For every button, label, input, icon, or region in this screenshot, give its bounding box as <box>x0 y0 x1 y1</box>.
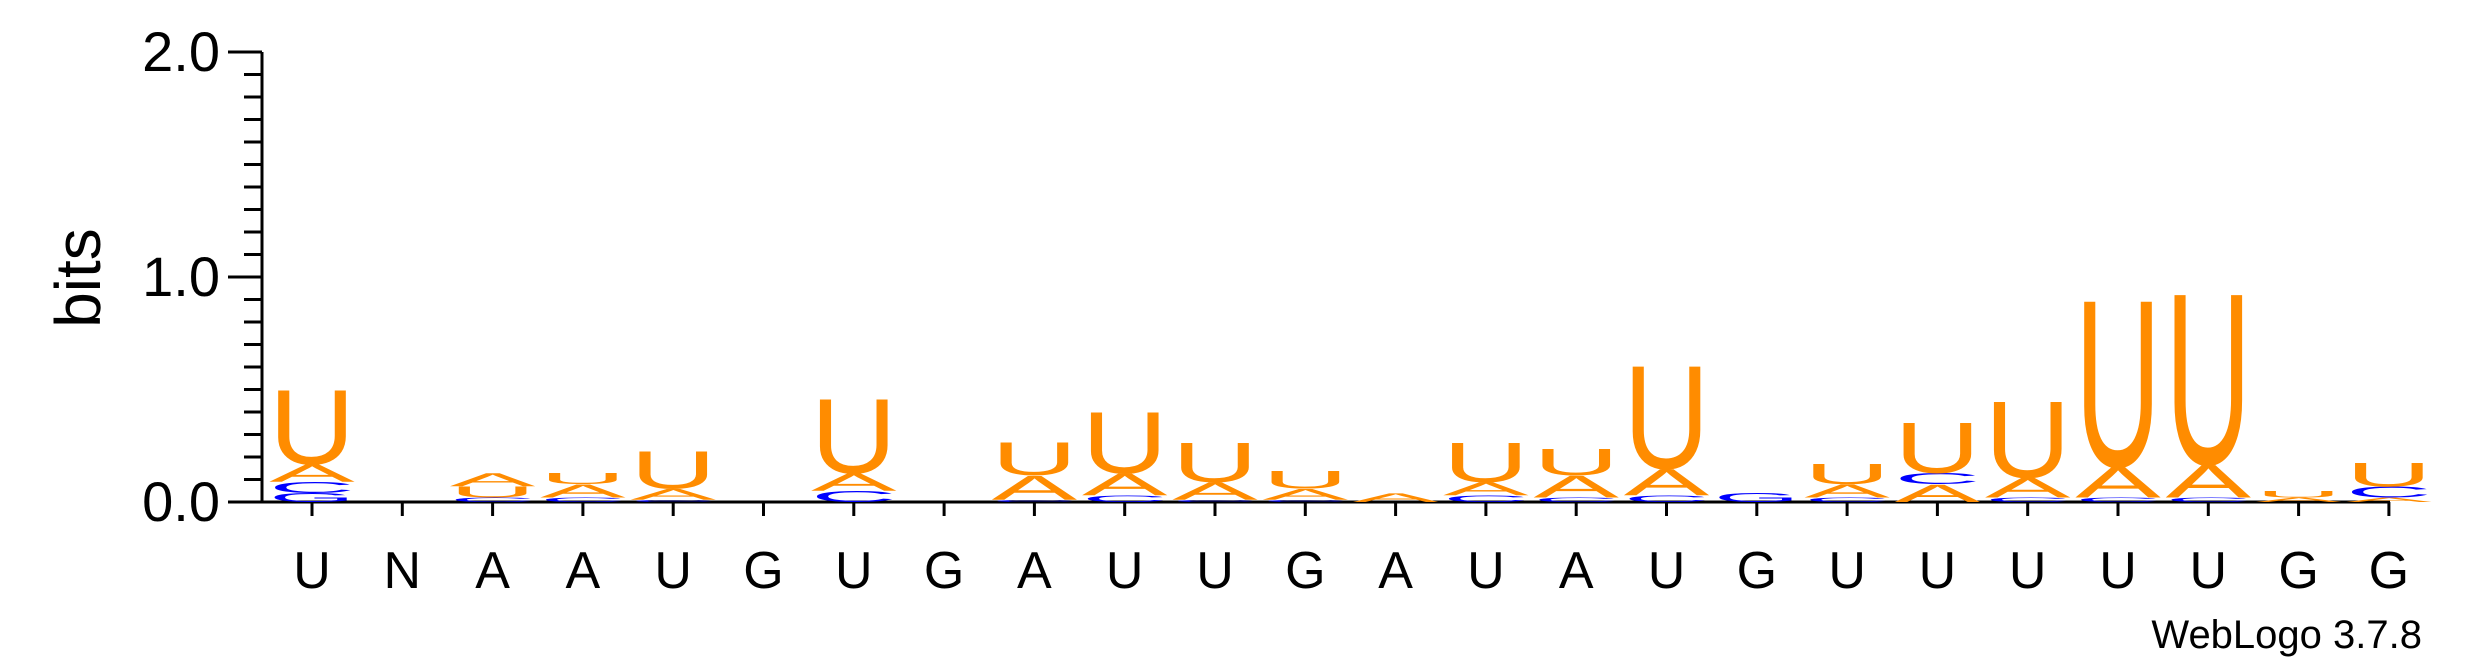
x-tick-label: U <box>1467 542 1505 600</box>
y-axis-label: bits <box>42 228 114 328</box>
logo-letter-G: G <box>269 491 355 505</box>
logo-letter-A: A <box>1172 477 1258 505</box>
logo-letter-C: C <box>991 499 1077 503</box>
x-tick-label: U <box>1196 542 1234 600</box>
weblogo-credit: WebLogo 3.7.8 <box>2151 613 2422 657</box>
logo-letter-U: U <box>1804 459 1890 490</box>
logo-letter-U: U <box>2256 489 2342 499</box>
logo-letter-U: U <box>1985 378 2071 501</box>
logo-letter-A: A <box>540 481 626 502</box>
logo-letter-C: C <box>630 499 716 503</box>
logo-letter-U: U <box>450 483 536 501</box>
logo-letter-A: A <box>1533 469 1620 504</box>
x-tick-label: G <box>2369 542 2409 600</box>
logo-letter-C: C <box>1804 496 1890 503</box>
logo-letter-U: U <box>1624 336 1710 500</box>
logo-letter-A: A <box>630 486 716 504</box>
logo-letter-U: U <box>2075 250 2161 517</box>
logo-letter-U: U <box>1172 431 1258 494</box>
y-tick-label: 0.0 <box>142 470 220 533</box>
logo-letter-C: C <box>1082 494 1168 504</box>
logo-letter-A: A <box>2075 458 2161 507</box>
logo-letter-C: C <box>450 496 536 503</box>
logo-letter-A: A <box>2256 496 2342 503</box>
logo-letter-A: A <box>2165 455 2251 508</box>
logo-letter-A: A <box>1353 491 1439 505</box>
logo-letter-A: A <box>2346 496 2432 503</box>
x-tick-label: U <box>654 542 692 600</box>
logo-letter-A: A <box>1895 479 1981 507</box>
logo-letter-U: U <box>630 440 716 500</box>
logo-letter-C: C <box>1624 494 1710 504</box>
x-tick-label: G <box>924 542 964 600</box>
x-tick-label: A <box>1559 542 1594 600</box>
logo-letter-U: U <box>1443 431 1529 494</box>
logo-letter-U: U <box>540 470 626 488</box>
logo-letter-C: C <box>1262 499 1348 503</box>
x-tick-label: G <box>2278 542 2318 600</box>
logo-letter-U: U <box>2165 242 2251 515</box>
logo-letter-U: U <box>2346 455 2432 494</box>
logo-letter-C: C <box>1172 499 1258 503</box>
x-tick-label: U <box>1106 542 1144 600</box>
x-tick-label: A <box>1378 542 1413 600</box>
logo-letter-C: C <box>811 488 897 506</box>
logo-letter-A: A <box>1624 461 1710 503</box>
logo-letter-C: C <box>1533 496 1619 503</box>
logo-letter-U: U <box>811 376 897 495</box>
x-tick-label: G <box>743 542 783 600</box>
logo-letter-A: A <box>269 459 355 487</box>
logo-letter-C: C <box>269 479 355 497</box>
y-axis: 0.0 1.0 2.0 bits <box>42 20 264 533</box>
x-tick-label: N <box>384 542 422 600</box>
logo-letter-U: U <box>1262 466 1348 494</box>
logo-letter-C: C <box>1985 496 2071 503</box>
x-tick-label: U <box>293 542 331 600</box>
logo-letter-C: C <box>2075 496 2161 503</box>
logo-letter-A: A <box>1985 472 2071 504</box>
logo-letter-U: U <box>1894 407 1980 488</box>
x-tick-label: U <box>2190 542 2228 600</box>
x-tick-label: U <box>2009 542 2047 600</box>
x-tick-label: G <box>1285 542 1325 600</box>
logo-letter-A: A <box>992 468 1078 507</box>
logo-letter-C: C <box>540 496 626 503</box>
x-tick-label: U <box>835 542 873 600</box>
x-tick-label: U <box>1919 542 1957 600</box>
x-tick-label: G <box>1737 542 1777 600</box>
y-tick-label: 2.0 <box>142 20 220 83</box>
logo-letter-C: C <box>1894 470 1980 488</box>
logo-letter-C: C <box>2346 483 2432 501</box>
x-tick-label: U <box>1648 542 1686 600</box>
x-tick-label: U <box>2099 542 2137 600</box>
logo-letter-U: U <box>991 433 1077 486</box>
logo-letter-A: A <box>1443 478 1529 499</box>
logo-letter-A: A <box>1804 481 1890 502</box>
logo-letter-A: A <box>450 469 536 490</box>
logo-letter-U: U <box>269 367 355 486</box>
x-tick-label: U <box>1828 542 1866 600</box>
y-ticks: 0.0 1.0 2.0 <box>142 20 262 533</box>
x-tick-label: A <box>566 542 601 600</box>
logo-letter-A: A <box>1082 467 1169 502</box>
logo-letter-U: U <box>1082 394 1168 492</box>
x-tick-label: A <box>1017 542 1052 600</box>
logo-letter-G: G <box>1714 491 1800 505</box>
y-tick-label: 1.0 <box>142 245 220 308</box>
logo-letter-U: U <box>1533 441 1619 483</box>
x-tick-label: A <box>475 542 510 600</box>
logo-letter-A: A <box>1262 486 1348 504</box>
logo-letter-C: C <box>1443 494 1529 504</box>
logo-letter-A: A <box>811 468 897 496</box>
logo-letter-C: C <box>2165 496 2251 503</box>
